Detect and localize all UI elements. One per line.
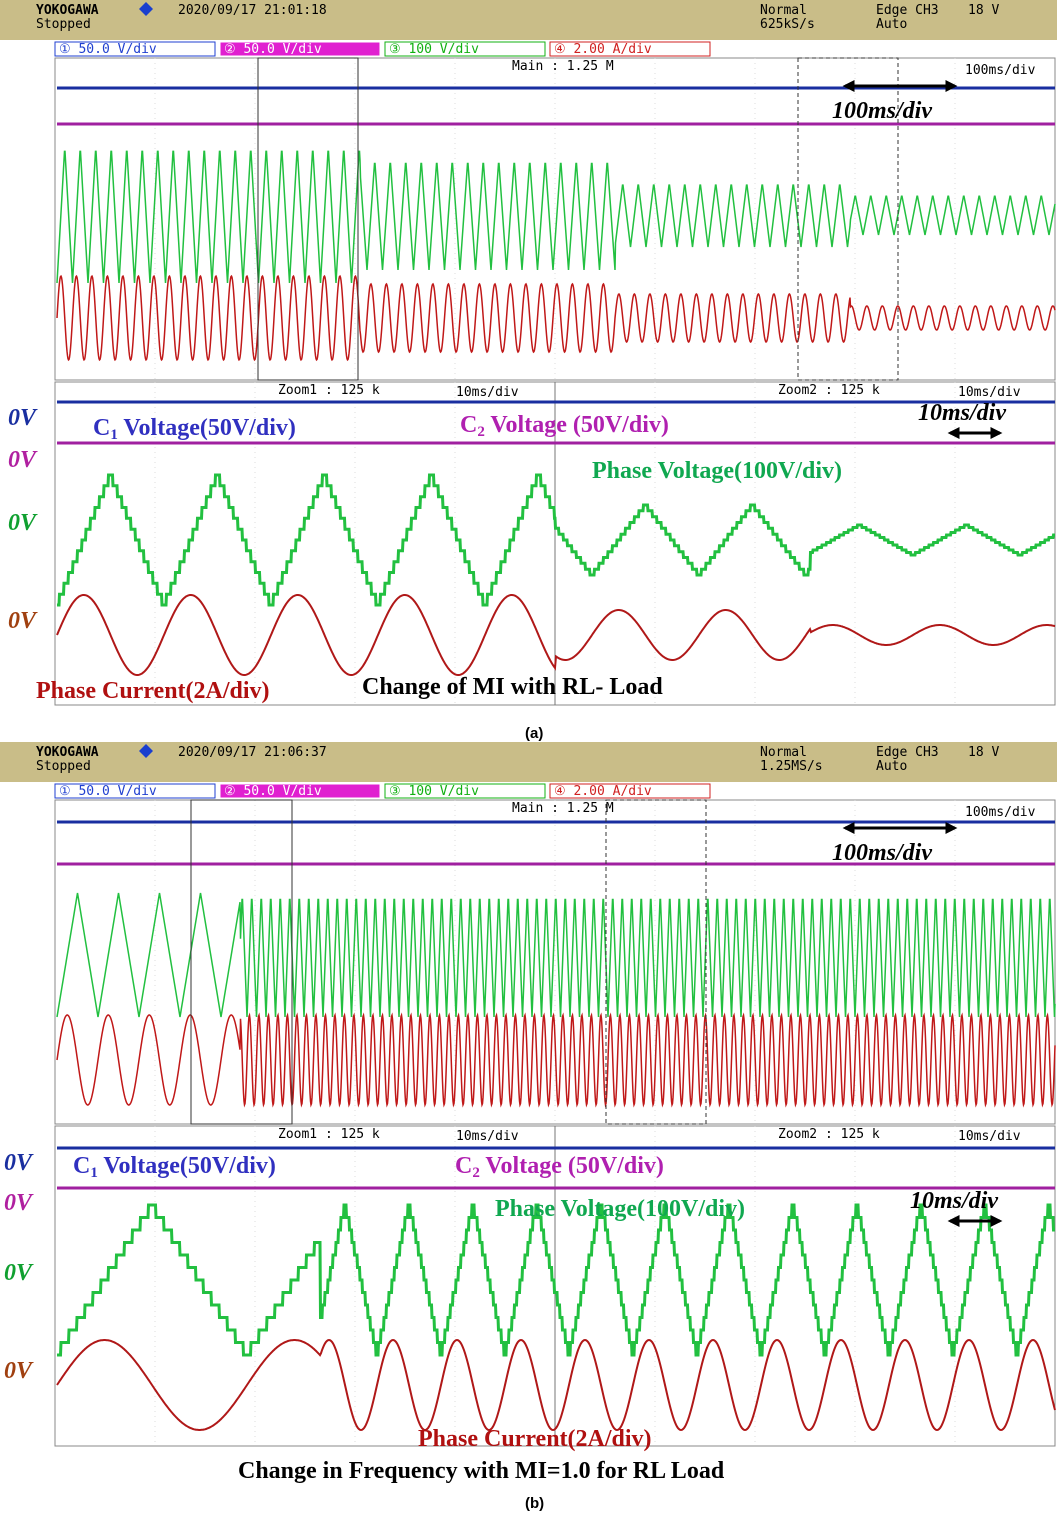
zero-label: 0V: [4, 1190, 34, 1216]
c1-rest: Voltage(50V/div): [98, 1153, 276, 1179]
c2-name: C: [460, 412, 477, 438]
zero-label: 0V: [4, 1358, 34, 1384]
zoom1-label: Zoom1 : 125 k: [278, 1127, 380, 1142]
phase-current-label: Phase Current(2A/div): [36, 678, 270, 704]
brand: YOKOGAWA: [36, 745, 99, 760]
zero-label: 0V: [8, 608, 38, 634]
c1-sub: 1: [110, 427, 118, 443]
phase-current-label: Phase Current(2A/div): [418, 1426, 652, 1452]
zoom-annotation: 10ms/div: [910, 1188, 998, 1214]
channel-scale: ④ 2.00 A/div: [554, 42, 652, 57]
zoom2-timebase: 10ms/div: [958, 1129, 1021, 1144]
zero-label: 0V: [8, 447, 38, 473]
figure: YOKOGAWAStopped2020/09/17 21:01:18Normal…: [0, 0, 1057, 1516]
channel-scale: ② 50.0 V/div: [224, 784, 322, 799]
zero-label: 0V: [8, 405, 38, 431]
c2-name: C: [455, 1153, 472, 1179]
trigger-mode: Auto: [876, 759, 907, 774]
c2-sub: 2: [477, 424, 485, 440]
c2-label: C2 Voltage (50V/div): [460, 412, 669, 440]
main-annotation: 100ms/div: [832, 98, 932, 124]
zoom-annotation: 10ms/div: [918, 400, 1006, 426]
main-label: Main : 1.25 M: [512, 59, 614, 74]
panel-title: Change in Frequency with MI=1.0 for RL L…: [238, 1458, 725, 1484]
channel-scale: ① 50.0 V/div: [59, 784, 157, 799]
channel-scale: ③ 100 V/div: [389, 784, 479, 799]
trigger-level: 18 V: [968, 745, 999, 760]
mode: Normal: [760, 3, 807, 18]
zoom2-label: Zoom2 : 125 k: [778, 1127, 880, 1142]
main-label: Main : 1.25 M: [512, 801, 614, 816]
c1-rest: Voltage(50V/div): [118, 415, 296, 441]
c2-sub: 2: [472, 1165, 480, 1181]
timestamp: 2020/09/17 21:06:37: [178, 745, 327, 760]
c1-sub: 1: [90, 1165, 98, 1181]
phase-voltage-label: Phase Voltage(100V/div): [495, 1196, 745, 1222]
main-annotation: 100ms/div: [832, 840, 932, 866]
brand: YOKOGAWA: [36, 3, 99, 18]
timestamp: 2020/09/17 21:01:18: [178, 3, 327, 18]
caption: (a): [525, 725, 543, 742]
c1-label: C1 Voltage(50V/div): [93, 415, 296, 443]
zero-label: 0V: [4, 1260, 34, 1286]
channel-scale: ④ 2.00 A/div: [554, 784, 652, 799]
main-timebase: 100ms/div: [965, 63, 1036, 78]
zero-label: 0V: [4, 1150, 34, 1176]
panel-title: Change of MI with RL- Load: [362, 674, 663, 700]
zero-label: 0V: [8, 510, 38, 536]
rate: 625kS/s: [760, 17, 815, 32]
phase-voltage-label: Phase Voltage(100V/div): [592, 458, 842, 484]
c2-rest: Voltage (50V/div): [480, 1153, 664, 1179]
channel-scale: ③ 100 V/div: [389, 42, 479, 57]
trigger-mode: Auto: [876, 17, 907, 32]
rate: 1.25MS/s: [760, 759, 823, 774]
zoom1-timebase: 10ms/div: [456, 1129, 519, 1144]
trigger: Edge CH3: [876, 745, 939, 760]
zoom2-label: Zoom2 : 125 k: [778, 383, 880, 398]
c1-name: C: [73, 1153, 90, 1179]
trigger-level: 18 V: [968, 3, 999, 18]
trigger: Edge CH3: [876, 3, 939, 18]
mode: Normal: [760, 745, 807, 760]
caption: (b): [525, 1495, 544, 1512]
main-timebase: 100ms/div: [965, 805, 1036, 820]
c1-name: C: [93, 415, 110, 441]
status: Stopped: [36, 759, 91, 774]
channel-scale: ② 50.0 V/div: [224, 42, 322, 57]
zoom1-label: Zoom1 : 125 k: [278, 383, 380, 398]
zoom1-timebase: 10ms/div: [456, 385, 519, 400]
status: Stopped: [36, 17, 91, 32]
c2-rest: Voltage (50V/div): [485, 412, 669, 438]
c2-label: C2 Voltage (50V/div): [455, 1153, 664, 1181]
c1-label: C1 Voltage(50V/div): [73, 1153, 276, 1181]
zoom2-timebase: 10ms/div: [958, 385, 1021, 400]
channel-scale: ① 50.0 V/div: [59, 42, 157, 57]
